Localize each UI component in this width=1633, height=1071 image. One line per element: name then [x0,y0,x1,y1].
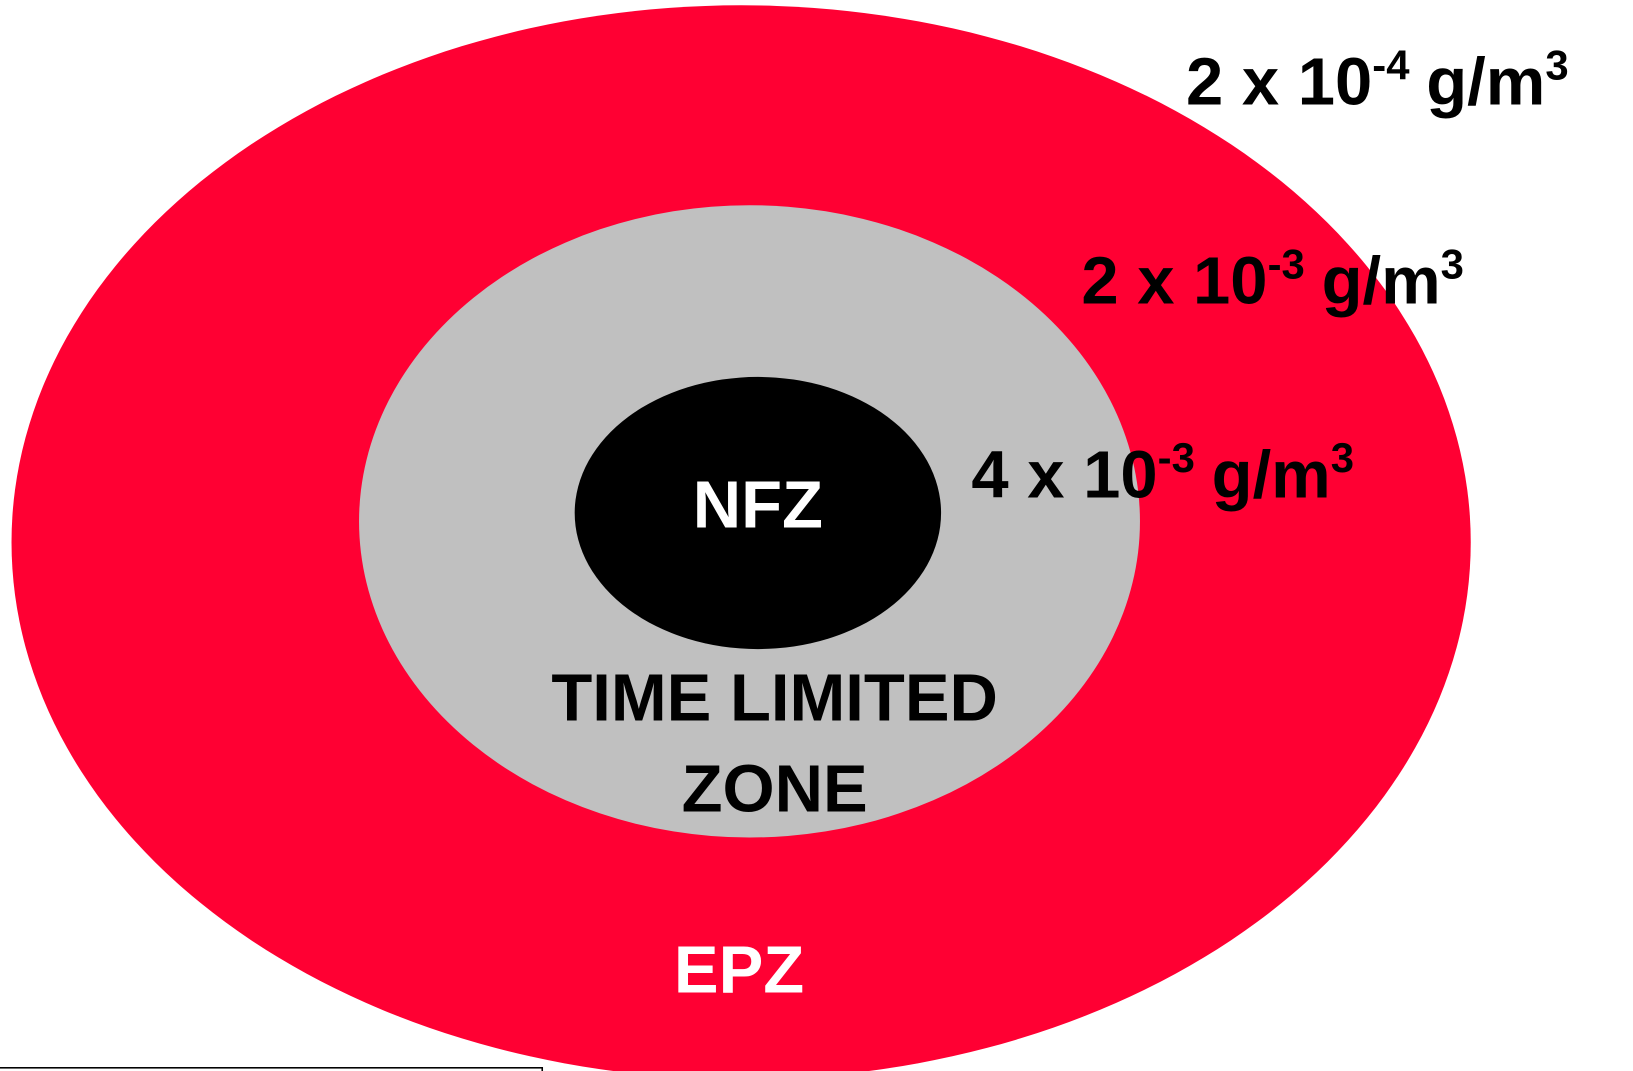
nfz-zone [574,376,942,650]
unit: g/m [1426,45,1545,120]
unit-exponent: 3 [1441,241,1464,288]
exponent: -3 [1268,241,1305,288]
unit-exponent: 3 [1545,42,1568,89]
zone-label: NFZ [693,468,823,543]
threshold-label: 2 x 10-3 g/m3 [1081,241,1464,319]
unit-exponent: 3 [1331,434,1354,481]
unit: g/m [1322,244,1441,319]
zone-label: TIME LIMITED [551,660,998,735]
unit: g/m [1212,437,1331,512]
frame [0,1067,544,1071]
zone-label: ZONE [682,751,868,826]
threshold-label: 4 x 10-3 g/m3 [971,434,1354,512]
exponent: -4 [1372,42,1410,89]
exponent: -3 [1158,434,1195,481]
threshold-label: 2 x 10-4 g/m3 [1186,42,1569,120]
base: 4 x 10 [971,437,1157,512]
zone-label: EPZ [674,932,804,1007]
base: 2 x 10 [1081,244,1267,319]
base: 2 x 10 [1186,45,1372,120]
